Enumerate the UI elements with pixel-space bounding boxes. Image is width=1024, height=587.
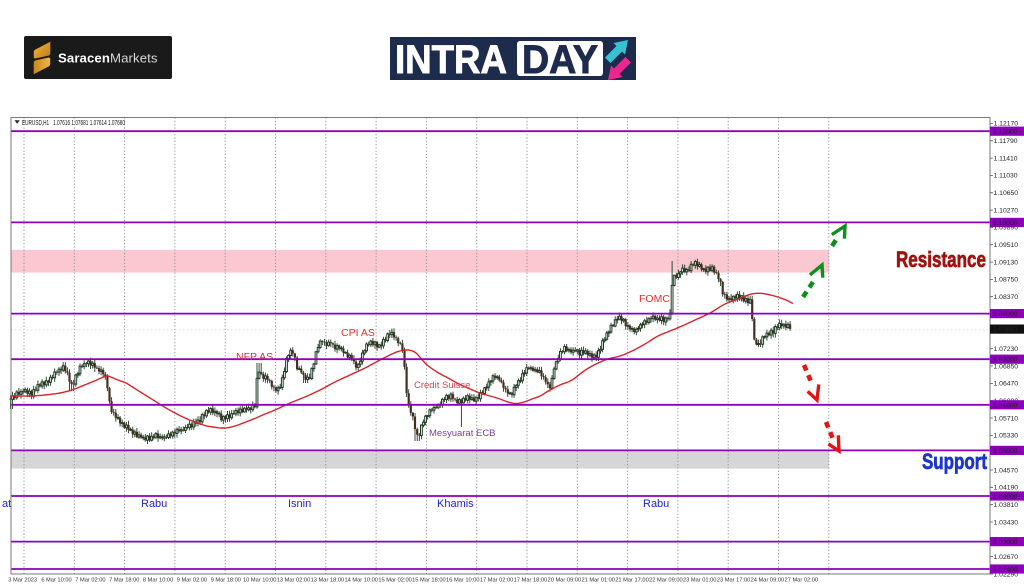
svg-text:Resistance: Resistance [896,247,986,272]
svg-text:1.05710: 1.05710 [994,415,1019,422]
svg-text:14 Mar 10:00: 14 Mar 10:00 [344,578,378,584]
svg-text:1.04000: 1.04000 [993,494,1018,501]
svg-text:1.05000: 1.05000 [993,448,1018,455]
svg-text:17 Mar 02:00: 17 Mar 02:00 [480,578,514,584]
svg-text:1.06470: 1.06470 [994,381,1019,388]
svg-text:6 Mar 10:00: 6 Mar 10:00 [41,578,71,584]
svg-text:21 Mar 17:00: 21 Mar 17:00 [615,578,649,584]
svg-text:13 Mar 02:00: 13 Mar 02:00 [277,578,311,584]
svg-text:15 Mar 18:00: 15 Mar 18:00 [412,578,446,584]
svg-text:9 Mar 18:00: 9 Mar 18:00 [211,578,241,584]
svg-text:1.11030: 1.11030 [994,173,1018,180]
svg-text:1.07000: 1.07000 [993,357,1018,364]
svg-text:Support: Support [922,449,988,474]
svg-text:Isnin: Isnin [288,498,311,510]
svg-text:1.02400: 1.02400 [993,567,1018,574]
svg-text:1.08000: 1.08000 [993,311,1018,318]
svg-text:7 Mar 18:00: 7 Mar 18:00 [109,578,139,584]
svg-text:1.06850: 1.06850 [994,363,1019,370]
svg-text:1.11410: 1.11410 [994,155,1018,162]
svg-text:16 Mar 10:00: 16 Mar 10:00 [446,578,480,584]
svg-text:3 Mar 2023: 3 Mar 2023 [8,578,37,584]
svg-text:1.10650: 1.10650 [994,190,1019,197]
svg-text:22 Mar 09:00: 22 Mar 09:00 [649,578,683,584]
svg-text:17 Mar 18:00: 17 Mar 18:00 [514,578,548,584]
svg-text:1.04190: 1.04190 [994,485,1019,492]
svg-text:20 Mar 09:00: 20 Mar 09:00 [548,578,582,584]
svg-text:10 Mar 10:00: 10 Mar 10:00 [243,578,277,584]
svg-text:1.02290: 1.02290 [994,571,1019,578]
svg-text:8 Mar 10:00: 8 Mar 10:00 [143,578,173,584]
svg-text:at: at [2,498,11,510]
svg-text:1.12170: 1.12170 [994,121,1019,128]
svg-text:1.08370: 1.08370 [994,294,1019,301]
svg-text:21 Mar 01:00: 21 Mar 01:00 [581,578,615,584]
svg-text:1.07230: 1.07230 [994,346,1019,353]
svg-text:1.09510: 1.09510 [994,242,1019,249]
svg-text:1.02670: 1.02670 [994,554,1019,561]
svg-text:1.08750: 1.08750 [994,277,1019,284]
svg-text:24 Mar 09:00: 24 Mar 09:00 [751,578,785,584]
svg-text:1.11790: 1.11790 [994,138,1018,145]
svg-text:23 Mar 01:00: 23 Mar 01:00 [683,578,717,584]
svg-text:Rabu: Rabu [643,498,669,510]
svg-text:1.03000: 1.03000 [993,539,1018,546]
svg-text:1.05330: 1.05330 [994,433,1019,440]
svg-text:1.12000: 1.12000 [993,129,1018,136]
svg-text:1.07660: 1.07660 [993,327,1018,334]
svg-text:Khamis: Khamis [437,498,474,510]
svg-text:1.03810: 1.03810 [994,502,1019,509]
svg-text:9 Mar 02:00: 9 Mar 02:00 [177,578,207,584]
svg-text:1.09130: 1.09130 [994,259,1019,266]
svg-text:NFP AS: NFP AS [236,351,273,363]
svg-text:1.06000: 1.06000 [993,402,1018,409]
svg-text:SaracenMarkets: SaracenMarkets [58,51,158,66]
svg-text:1.09890: 1.09890 [994,225,1019,232]
svg-text:1.03430: 1.03430 [994,519,1019,526]
svg-text:FOMC: FOMC [639,293,670,305]
svg-text:EURUSD,H1 1.07616 1.07681 1.: EURUSD,H1 1.07616 1.07681 1.07614 1.0766… [22,118,125,127]
svg-text:DAY: DAY [522,38,598,80]
svg-text:27 Mar 02:00: 27 Mar 02:00 [785,578,819,584]
svg-text:1.10270: 1.10270 [994,207,1019,214]
svg-text:Rabu: Rabu [141,498,167,510]
svg-text:CPI AS: CPI AS [341,327,375,339]
svg-text:23 Mar 17:00: 23 Mar 17:00 [717,578,751,584]
svg-text:Credit Suisse: Credit Suisse [414,380,471,391]
svg-text:1.04570: 1.04570 [994,467,1019,474]
svg-text:1.10000: 1.10000 [993,220,1018,227]
svg-text:13 Mar 18:00: 13 Mar 18:00 [311,578,345,584]
svg-text:15 Mar 02:00: 15 Mar 02:00 [378,578,412,584]
svg-text:7 Mar 02:00: 7 Mar 02:00 [75,578,105,584]
svg-text:INTRA: INTRA [395,38,507,80]
svg-text:Mesyuarat ECB: Mesyuarat ECB [429,428,496,439]
